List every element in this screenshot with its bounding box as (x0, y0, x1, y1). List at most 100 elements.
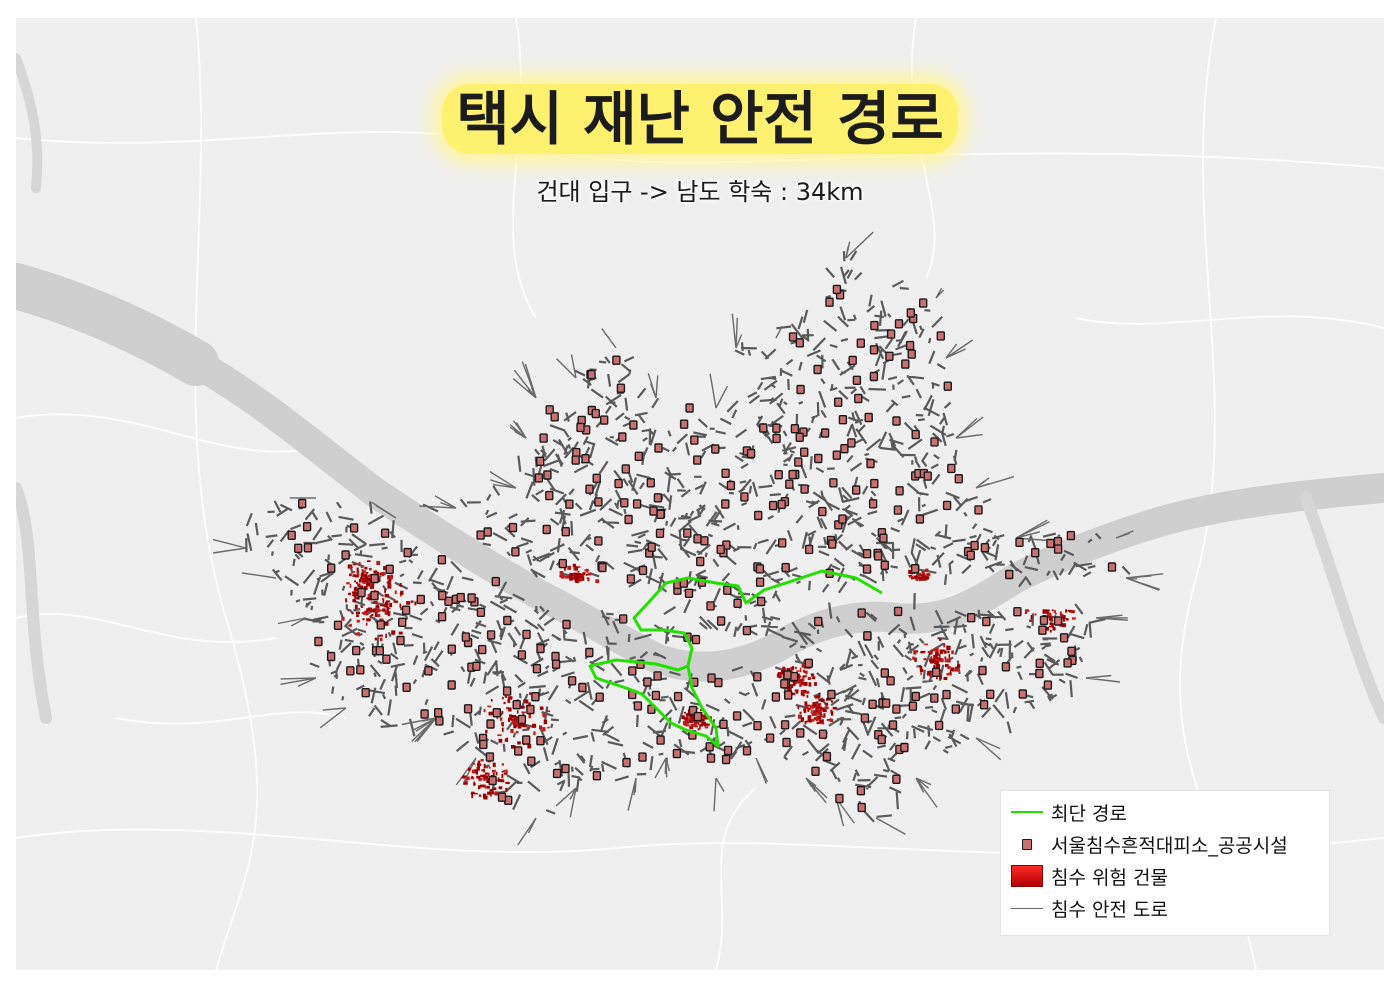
shelter-marker[interactable] (1035, 658, 1044, 668)
shelter-marker[interactable] (828, 539, 837, 549)
shelter-marker[interactable] (881, 698, 891, 708)
shelter-marker[interactable] (382, 654, 391, 664)
shelter-marker[interactable] (690, 435, 699, 445)
shelter-marker[interactable] (522, 629, 531, 640)
shelter-marker[interactable] (526, 704, 535, 715)
shelter-marker[interactable] (532, 664, 542, 674)
shelter-marker[interactable] (780, 720, 790, 730)
shelter-marker[interactable] (656, 735, 665, 745)
shelter-marker[interactable] (551, 651, 560, 662)
shelter-marker[interactable] (979, 700, 989, 710)
shelter-marker[interactable] (643, 677, 652, 687)
shelter-marker[interactable] (847, 438, 856, 448)
shelter-marker[interactable] (614, 478, 623, 489)
shelter-marker[interactable] (848, 355, 857, 366)
shelter-marker[interactable] (361, 688, 370, 698)
shelter-marker[interactable] (818, 506, 827, 517)
shelter-marker[interactable] (592, 473, 601, 483)
shelter-marker[interactable] (862, 549, 872, 559)
shelter-marker[interactable] (594, 497, 603, 507)
shelter-marker[interactable] (852, 375, 862, 385)
shelter-marker[interactable] (857, 608, 866, 618)
shelter-marker[interactable] (892, 704, 901, 714)
shelter-marker[interactable] (592, 771, 602, 781)
shelter-marker[interactable] (679, 419, 689, 429)
shelter-marker[interactable] (753, 721, 762, 731)
shelter-marker[interactable] (693, 455, 702, 465)
shelter-marker[interactable] (629, 420, 638, 430)
shelter-marker[interactable] (856, 786, 866, 796)
shelter-marker[interactable] (651, 690, 661, 701)
shelter-marker[interactable] (587, 369, 596, 380)
shelter-marker[interactable] (534, 473, 544, 483)
shelter-marker[interactable] (341, 550, 350, 560)
shelter-marker[interactable] (357, 587, 366, 598)
shelter-marker[interactable] (542, 524, 551, 535)
shelter-marker[interactable] (673, 691, 683, 702)
shelter-marker[interactable] (486, 630, 496, 640)
shelter-marker[interactable] (732, 711, 742, 721)
shelter-marker[interactable] (444, 596, 453, 606)
shelter-marker[interactable] (684, 588, 694, 598)
shelter-marker[interactable] (740, 492, 749, 502)
shelter-marker[interactable] (483, 527, 492, 537)
shelter-marker[interactable] (1013, 607, 1022, 617)
shelter-marker[interactable] (497, 792, 507, 802)
shelter-marker[interactable] (298, 498, 307, 509)
shelter-marker[interactable] (401, 605, 411, 615)
shelter-marker[interactable] (531, 692, 540, 702)
shelter-marker[interactable] (478, 644, 487, 655)
shelter-marker[interactable] (778, 538, 787, 548)
shelter-marker[interactable] (491, 576, 500, 587)
shelter-marker[interactable] (811, 766, 820, 776)
shelter-marker[interactable] (598, 562, 607, 573)
shelter-marker[interactable] (795, 432, 804, 442)
shelter-marker[interactable] (888, 720, 898, 730)
shelter-marker[interactable] (683, 528, 692, 538)
shelter-marker[interactable] (571, 455, 580, 465)
shelter-marker[interactable] (721, 468, 730, 478)
shelter-marker[interactable] (696, 556, 705, 567)
shelter-marker[interactable] (814, 453, 823, 464)
shelter-marker[interactable] (716, 616, 726, 626)
shelter-marker[interactable] (437, 612, 447, 622)
shelter-marker[interactable] (314, 636, 323, 647)
shelter-marker[interactable] (796, 384, 805, 395)
shelter-marker[interactable] (804, 544, 814, 555)
shelter-marker[interactable] (633, 701, 643, 711)
shelter-marker[interactable] (856, 338, 865, 348)
shelter-marker[interactable] (869, 345, 879, 355)
shelter-marker[interactable] (1038, 625, 1047, 635)
shelter-marker[interactable] (461, 632, 471, 642)
shelter-marker[interactable] (302, 522, 312, 532)
shelter-marker[interactable] (536, 643, 545, 654)
shelter-marker[interactable] (1001, 662, 1011, 672)
shelter-marker[interactable] (781, 562, 790, 573)
shelter-marker[interactable] (907, 349, 916, 359)
shelter-marker[interactable] (829, 478, 838, 488)
shelter-marker[interactable] (1066, 530, 1076, 541)
shelter-marker[interactable] (618, 432, 627, 442)
shelter-marker[interactable] (591, 408, 600, 419)
shelter-marker[interactable] (716, 544, 725, 555)
shelter-marker[interactable] (655, 528, 665, 538)
shelter-marker[interactable] (827, 689, 836, 700)
shelter-marker[interactable] (595, 692, 604, 702)
shelter-marker[interactable] (723, 745, 733, 756)
shelter-marker[interactable] (980, 543, 990, 553)
shelter-marker[interactable] (333, 620, 343, 630)
shelter-marker[interactable] (346, 666, 355, 676)
shelter-marker[interactable] (380, 528, 390, 538)
shelter-marker[interactable] (1053, 616, 1063, 626)
shelter-marker[interactable] (783, 670, 792, 680)
shelter-marker[interactable] (649, 506, 658, 516)
shelter-marker[interactable] (954, 474, 963, 484)
shelter-marker[interactable] (447, 644, 456, 654)
shelter-marker[interactable] (832, 284, 842, 295)
shelter-marker[interactable] (886, 676, 895, 686)
map-canvas[interactable] (16, 18, 1384, 970)
shelter-marker[interactable] (910, 564, 920, 574)
shelter-marker[interactable] (561, 527, 570, 537)
shelter-marker[interactable] (558, 558, 567, 569)
shelter-marker[interactable] (620, 498, 629, 508)
